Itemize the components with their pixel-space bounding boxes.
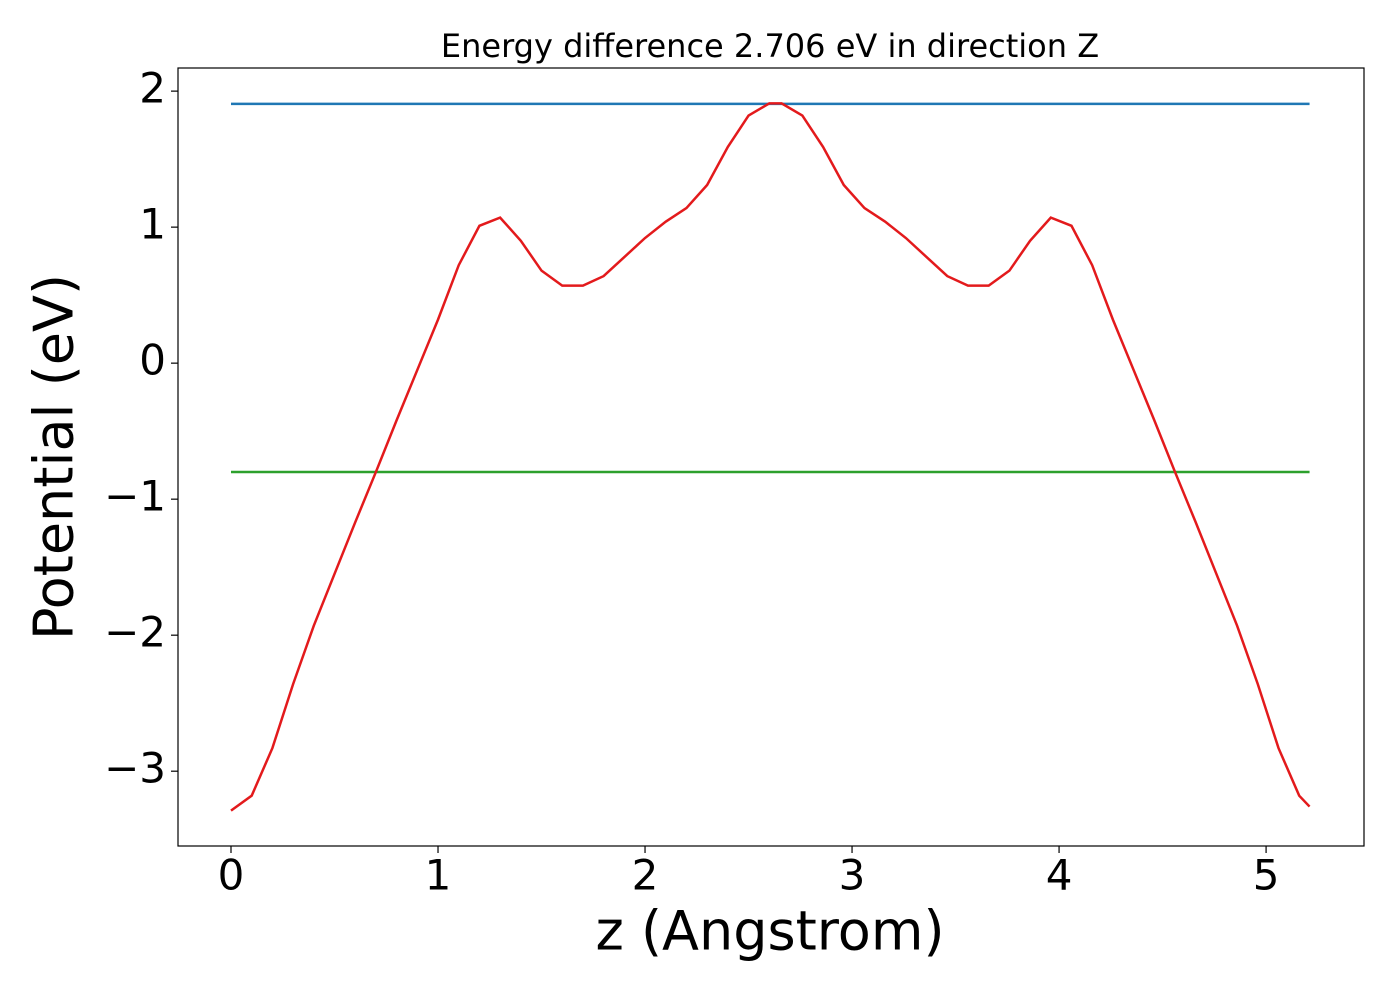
x-axis-label: z (Angstrom) [595,900,944,963]
series-line [230,102,1311,812]
y-tick-label: −3 [104,744,166,793]
x-tick-label: 3 [839,851,866,900]
x-tick-label: 5 [1253,851,1280,900]
x-tick-label: 1 [425,851,452,900]
chart-title: Energy difference 2.706 eV in direction … [441,27,1099,65]
y-tick-label: −2 [104,608,166,657]
x-tick-label: 2 [632,851,659,900]
y-tick-label: 0 [139,336,166,385]
x-tick-label: 4 [1046,851,1073,900]
y-tick-label: −1 [104,472,166,521]
y-tick-label: 1 [139,200,166,249]
y-axis-label: Potential (eV) [23,274,86,640]
y-tick-label: 2 [139,64,166,113]
plot-frame [177,67,1365,847]
x-tick-label: 0 [218,851,245,900]
